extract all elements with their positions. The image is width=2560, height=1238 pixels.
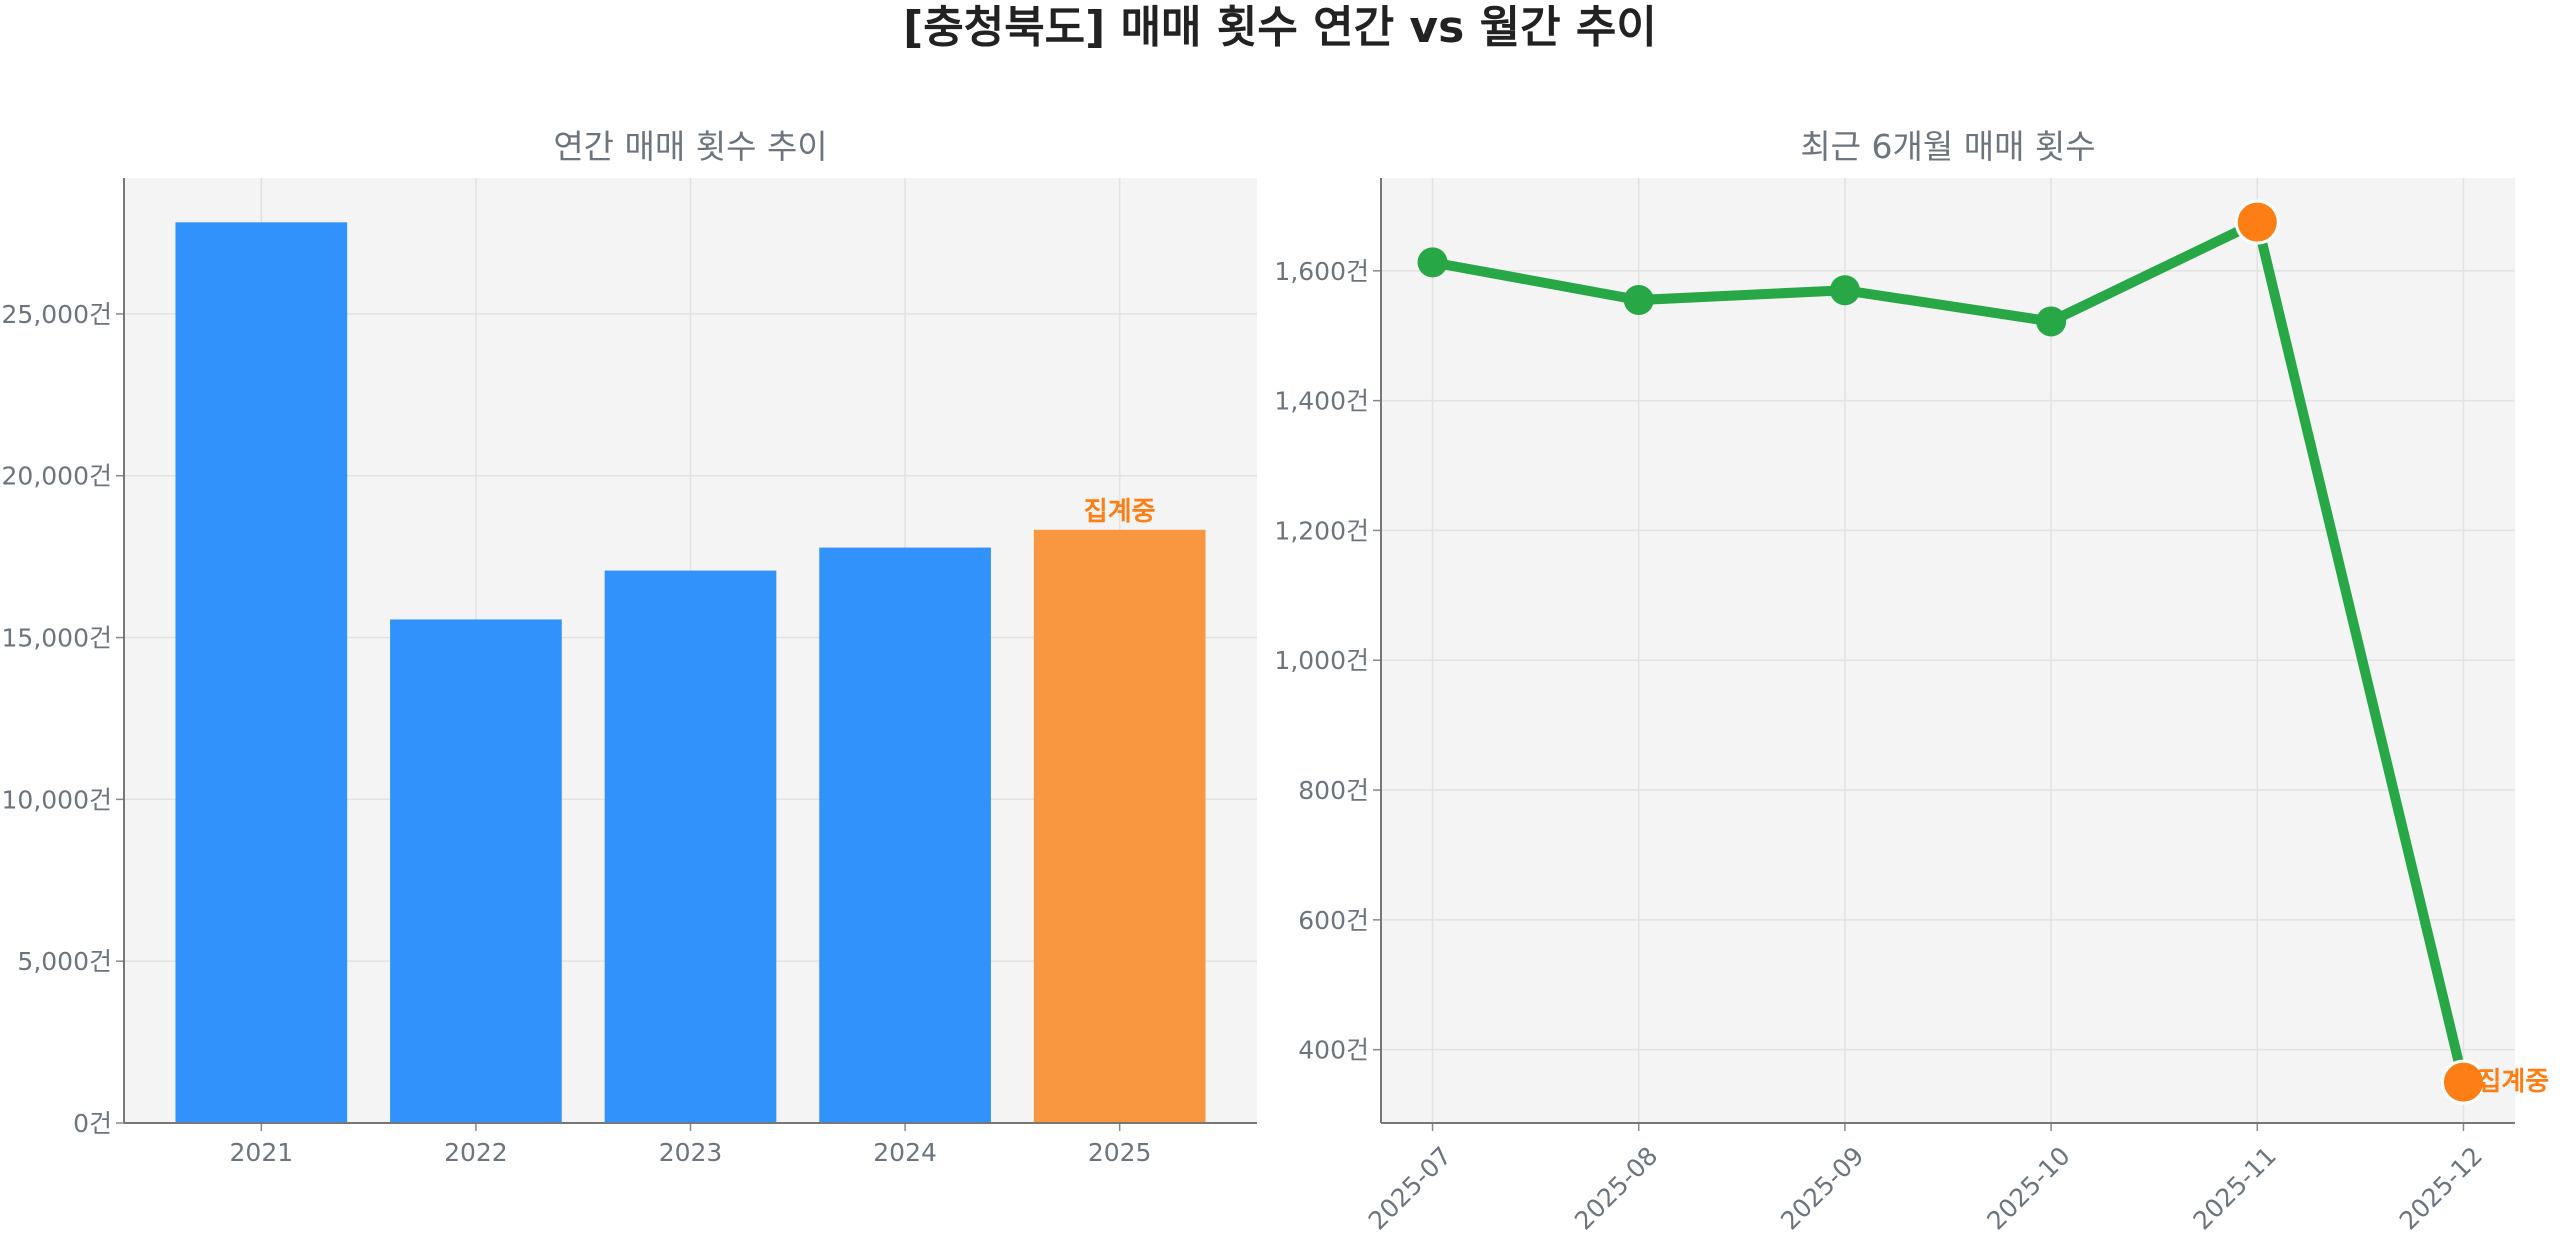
y-tick-label: 20,000건 [2, 462, 112, 491]
data-point-2025-08 [1623, 285, 1654, 316]
data-point-2025-12 [2440, 1059, 2486, 1105]
subplot-title: 최근 6개월 매매 횟수 [1800, 127, 2095, 166]
y-tick-label: 1,000건 [1274, 646, 1369, 675]
monthly-line-chart: 최근 6개월 매매 횟수 400건 600건 800건 1,000건 1,200건 1,40… [1274, 127, 2549, 1235]
x-tick-label: 2025-09 [1775, 1141, 1869, 1234]
x-tick-label: 2025-12 [2394, 1141, 2488, 1234]
x-tick-label: 2025-11 [2188, 1141, 2282, 1234]
y-tick-label: 0건 [73, 1109, 112, 1138]
x-tick-label: 2025-08 [1569, 1141, 1663, 1234]
y-tick-label: 600건 [1298, 906, 1369, 935]
x-tick-label: 2025-10 [1981, 1141, 2075, 1234]
subplot-title: 연간 매매 횟수 추이 [553, 127, 827, 166]
y-tick-label: 400건 [1298, 1036, 1369, 1065]
y-tick-label: 1,400건 [1274, 387, 1369, 416]
bar-2022 [390, 619, 562, 1123]
x-tick-label: 2021 [230, 1138, 294, 1167]
y-tick-label: 1,600건 [1274, 257, 1369, 286]
figure-title: [충청북도] 매매 횟수 연간 vs 월간 추이 [903, 2, 1657, 53]
plot-area [1381, 178, 2515, 1123]
x-tick-label: 2023 [659, 1138, 723, 1167]
bar-2023 [604, 570, 777, 1123]
x-tick-label: 2022 [444, 1138, 508, 1167]
bar-2025 [1033, 529, 1206, 1123]
x-tick-label: 2025-07 [1363, 1141, 1457, 1234]
bar-2021 [175, 222, 348, 1123]
y-tick-label: 25,000건 [2, 300, 112, 329]
y-tick-label: 15,000건 [2, 624, 112, 653]
bar-2024 [819, 547, 991, 1123]
data-point-2025-07 [1417, 247, 1448, 278]
annotation-label: 집계중 [1084, 497, 1156, 527]
data-point-2025-10 [2036, 306, 2067, 337]
data-point-2025-11 [2234, 199, 2280, 245]
series-line [1431, 217, 2469, 1084]
x-tick-label: 2024 [873, 1138, 937, 1167]
y-tick-label: 1,200건 [1274, 516, 1369, 545]
x-tick-label: 2025 [1088, 1138, 1152, 1167]
y-tick-label: 10,000건 [2, 785, 112, 814]
annotation-label: 집계중 [2477, 1067, 2549, 1097]
data-point-2025-09 [1829, 275, 1860, 306]
annual-bar-chart: 연간 매매 횟수 추이 0건 5,000건 10,000건 15,000건 20,000건… [2, 127, 1257, 1167]
y-tick-label: 800건 [1298, 776, 1369, 805]
y-tick-label: 5,000건 [17, 947, 112, 976]
